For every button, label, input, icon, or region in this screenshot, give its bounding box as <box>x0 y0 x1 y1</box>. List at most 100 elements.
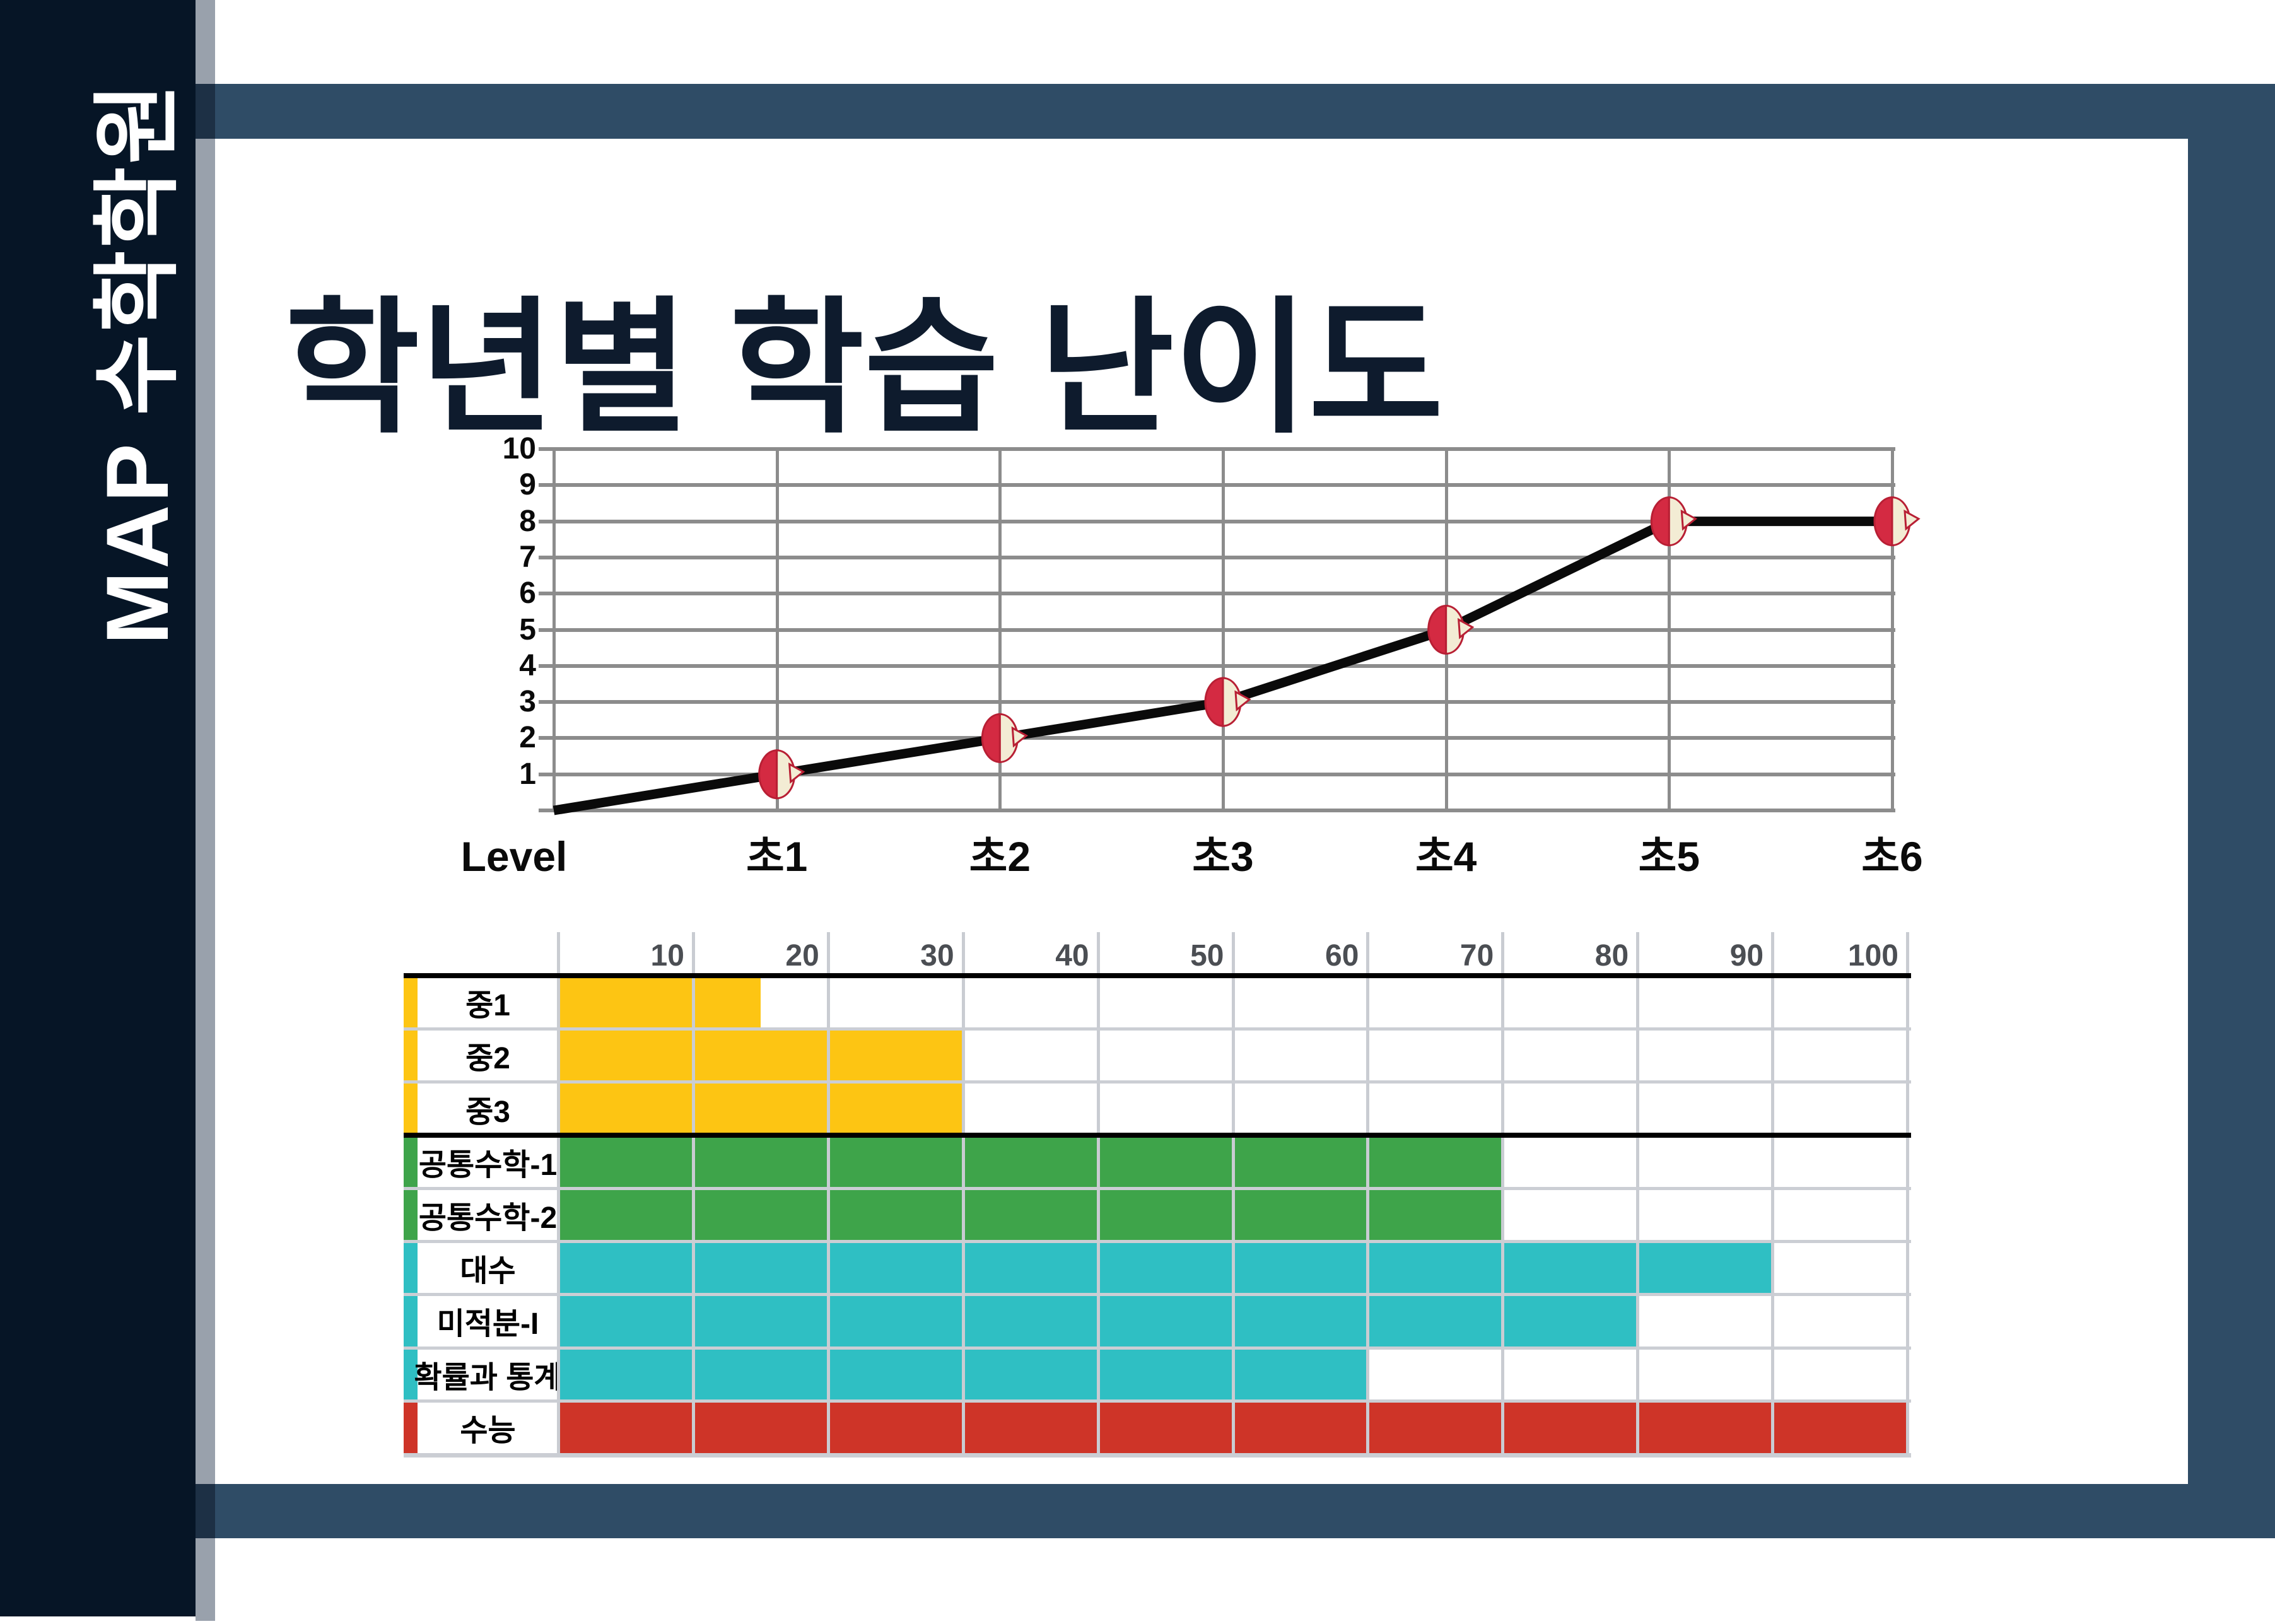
line-chart-ytick-label: 3 <box>519 685 536 719</box>
line-chart-xtick-label: 초1 <box>746 833 808 880</box>
table-row-separator <box>404 1399 1911 1403</box>
progress-bar <box>558 1082 963 1135</box>
line-chart-xtick-label: 초6 <box>1861 833 1923 880</box>
table-gridline-v <box>1906 932 1909 1456</box>
data-point-marker-icon <box>981 713 1029 763</box>
progress-bar <box>558 1135 1503 1188</box>
table-gridline-v <box>1771 932 1775 1456</box>
progress-bar <box>558 976 761 1029</box>
row-label: 수능 <box>418 1400 558 1454</box>
line-chart-tick <box>539 483 554 488</box>
row-category-color-strip <box>404 1188 418 1242</box>
table-xtick-label: 20 <box>785 939 819 973</box>
table-row-separator <box>404 1346 1911 1350</box>
row-label: 공통수학-1 <box>418 1135 558 1188</box>
line-chart-ytick-label: 6 <box>519 576 536 610</box>
line-chart-tick <box>539 592 554 596</box>
table-xtick-label: 10 <box>650 939 684 973</box>
table-row-separator <box>404 1027 1911 1031</box>
row-label: 공통수학-2 <box>418 1188 558 1242</box>
table-gridline-v <box>826 932 830 1456</box>
line-chart-gridline-v <box>775 449 779 812</box>
row-category-color-strip <box>404 1347 418 1401</box>
table-gridline-v <box>557 932 560 1456</box>
row-category-color-strip <box>404 1082 418 1135</box>
row-category-color-strip <box>404 1241 418 1295</box>
line-chart-tick <box>539 628 554 632</box>
table-xtick-label: 40 <box>1055 939 1089 973</box>
frame-right-band <box>2188 84 2275 1538</box>
row-label: 중2 <box>418 1029 558 1082</box>
line-chart-ytick-label: 9 <box>519 468 536 502</box>
line-chart-ytick-label: 1 <box>519 757 536 791</box>
line-chart-gridline-v <box>1891 449 1894 812</box>
line-chart-tick <box>539 736 554 740</box>
row-category-color-strip <box>404 1294 418 1348</box>
data-point-marker-icon <box>1204 677 1251 727</box>
line-chart-gridline-v <box>998 449 1002 812</box>
table-top-border <box>404 973 1911 978</box>
table-gridline-v <box>1501 932 1505 1456</box>
line-chart-ytick-label: 8 <box>519 504 536 538</box>
table-row-separator <box>404 1240 1911 1244</box>
row-label: 중3 <box>418 1082 558 1135</box>
line-chart-xtick-label: 초2 <box>969 833 1031 880</box>
page-title: 학년별 학습 난이도 <box>285 287 1444 451</box>
row-label: 미적분-I <box>418 1294 558 1348</box>
table-xtick-label: 80 <box>1594 939 1629 973</box>
data-point-marker-icon <box>1873 496 1921 547</box>
table-gridline-v <box>1231 932 1235 1456</box>
row-category-color-strip <box>404 976 418 1029</box>
row-category-color-strip <box>404 1400 418 1454</box>
table-xtick-label: 70 <box>1459 939 1494 973</box>
line-chart-tick <box>539 555 554 559</box>
line-chart-gridline-v <box>1222 449 1225 812</box>
gray-accent-strip <box>196 0 215 1621</box>
table-xtick-label: 30 <box>920 939 954 973</box>
data-point-marker-icon <box>1427 604 1475 655</box>
table-xtick-label: 50 <box>1190 939 1224 973</box>
frame-top-band <box>189 84 2275 139</box>
table-row-separator <box>404 1080 1911 1084</box>
progress-bar <box>558 1029 963 1082</box>
line-chart-ytick-label: 4 <box>519 648 536 682</box>
line-chart-tick <box>539 447 554 451</box>
line-chart-tick <box>539 519 554 523</box>
line-chart-xtick-label: 초3 <box>1192 833 1254 880</box>
line-chart-axis-title: Level <box>460 833 568 880</box>
line-chart-tick <box>539 809 554 812</box>
table-bottom-border <box>404 1453 1911 1458</box>
line-chart-gridline-v <box>1668 449 1671 812</box>
progress-bar <box>558 1188 1503 1242</box>
row-label: 확률과 통계 <box>414 1347 562 1401</box>
sidebar: MAP 수학학원 <box>0 0 196 1616</box>
difficulty-data-line <box>553 517 1892 815</box>
line-chart-tick <box>539 772 554 776</box>
progress-bar <box>558 1241 1773 1295</box>
row-category-color-strip <box>404 1135 418 1188</box>
table-gridline-v <box>1096 932 1100 1456</box>
line-chart-gridline-v <box>553 449 556 812</box>
line-chart-tick <box>539 700 554 704</box>
table-xtick-label: 90 <box>1729 939 1764 973</box>
line-chart-ytick-label: 2 <box>519 721 536 755</box>
frame-bottom-band <box>189 1484 2275 1538</box>
line-chart-tick <box>539 663 554 668</box>
line-chart-xtick-label: 초5 <box>1638 833 1700 880</box>
row-label: 중1 <box>418 976 558 1029</box>
table-gridline-v <box>961 932 965 1456</box>
data-point-marker-icon <box>758 749 805 800</box>
row-label: 대수 <box>418 1241 558 1295</box>
table-row-separator <box>404 1186 1911 1190</box>
row-category-color-strip <box>404 1029 418 1082</box>
table-xtick-label: 60 <box>1325 939 1359 973</box>
data-point-marker-icon <box>1650 496 1698 547</box>
line-chart-ytick-label: 10 <box>502 432 536 465</box>
line-chart-ytick-label: 5 <box>519 612 536 646</box>
line-chart-ytick-label: 7 <box>519 540 536 574</box>
table-gridline-v <box>1366 932 1370 1456</box>
line-chart-xtick-label: 초4 <box>1415 833 1477 880</box>
table-xtick-label: 100 <box>1847 939 1898 973</box>
